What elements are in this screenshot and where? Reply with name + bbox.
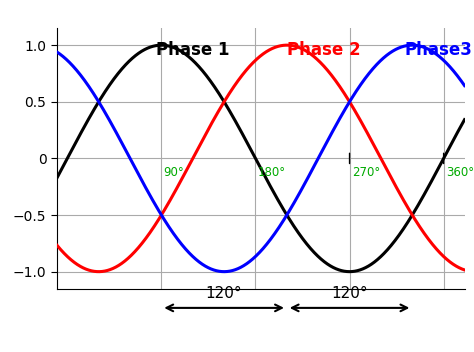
Text: 120°: 120°	[331, 286, 368, 301]
Text: Phase 2: Phase 2	[287, 40, 360, 59]
Text: Phase3: Phase3	[404, 40, 472, 59]
Text: 90°: 90°	[164, 166, 184, 179]
Text: 180°: 180°	[257, 166, 286, 179]
Text: 360°: 360°	[446, 166, 474, 179]
Text: 120°: 120°	[206, 286, 242, 301]
Text: Phase 1: Phase 1	[156, 40, 229, 59]
Text: 270°: 270°	[352, 166, 380, 179]
